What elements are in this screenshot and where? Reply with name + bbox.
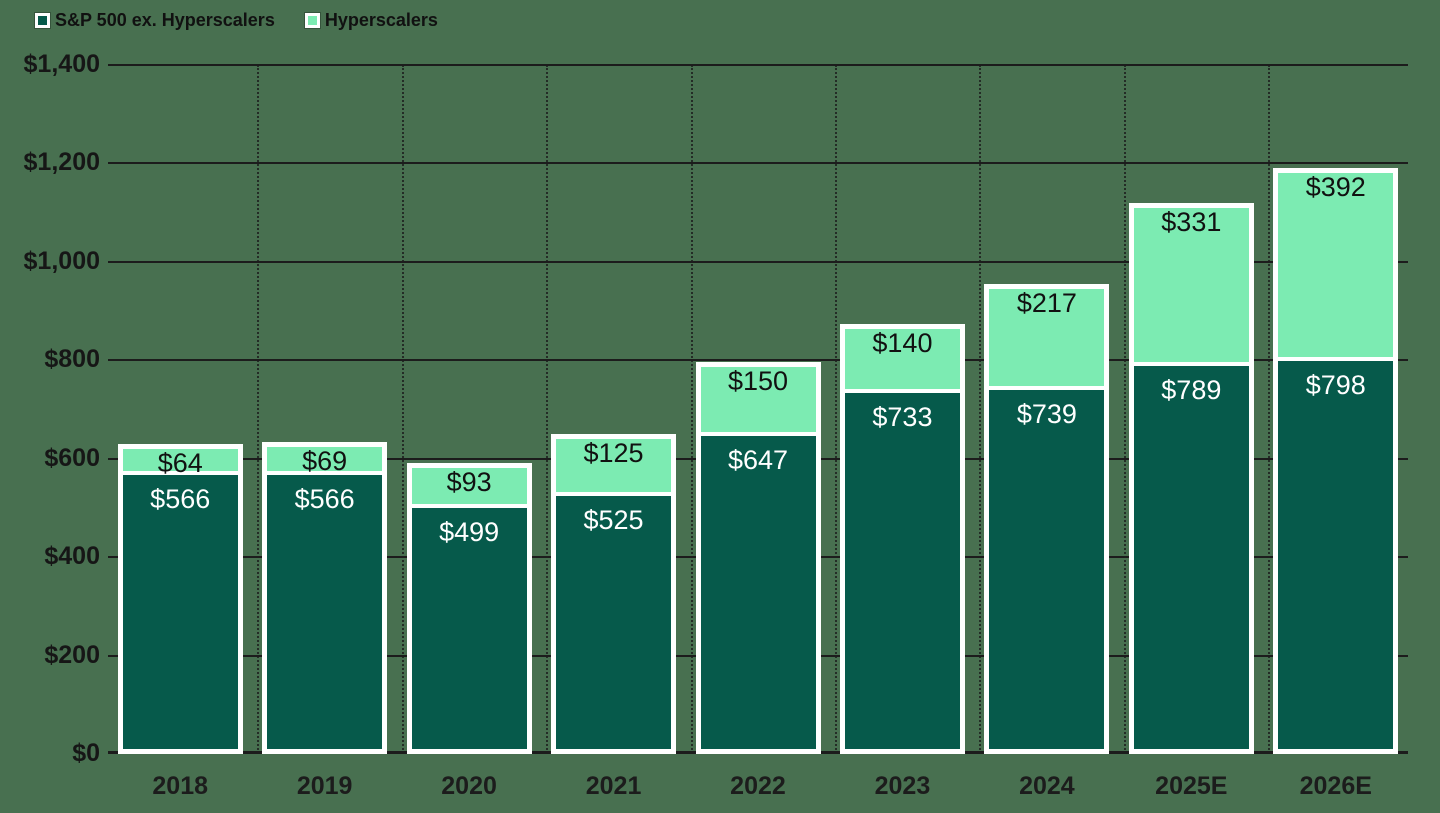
bar-value-label-sp500: $739 [1016,399,1077,430]
bar-value-label-hyperscalers: $150 [727,365,789,396]
x-axis-label-2026E: 2026E [1299,772,1372,800]
bar-segment-sp500: $525 [556,495,672,749]
bar-2020: $93 $499 [406,462,532,754]
legend-item-hyperscalers: Hyperscalers [304,10,438,31]
category-separator [1268,65,1271,754]
bar-2026E: $392 $798 [1273,168,1399,754]
gridline [108,359,1408,362]
x-axis-label-2024: 2024 [1019,772,1075,800]
legend-label-hyperscalers: Hyperscalers [324,10,438,30]
bar-2019: $69 $566 [262,441,388,754]
bar-2018: $64 $566 [117,443,243,754]
y-axis-label: $1,200 [23,148,100,177]
legend-item-sp500-ex-hyperscalers: S&P 500 ex. Hyperscalers [35,10,275,31]
bar-value-label-sp500: $566 [150,484,211,515]
bar-2022: $150 $647 [695,361,821,754]
bar-segment-sp500: $647 [700,435,816,749]
x-axis-label-2020: 2020 [441,772,497,800]
bar-2021: $125 $525 [551,434,677,754]
bar-segment-sp500: $733 [844,393,960,749]
gridline [108,260,1408,263]
bar-segment-sp500: $798 [1278,361,1394,749]
bar-value-label-sp500: $733 [872,402,933,433]
category-separator [690,65,693,754]
bar-value-label-hyperscalers: $69 [302,445,348,476]
bar-segment-sp500: $566 [267,475,383,749]
bar-segment-hyperscalers: $69 [267,445,383,476]
category-separator [979,65,982,754]
category-separator [401,65,404,754]
category-separator [1123,65,1126,754]
bar-value-label-sp500: $499 [439,517,500,548]
bar-value-label-sp500: $566 [294,484,355,515]
legend-swatch-sp500-icon [35,13,50,28]
bar-value-label-hyperscalers: $140 [872,328,933,359]
bar-value-label-sp500: $647 [727,444,789,475]
bar-value-label-hyperscalers: $64 [157,447,203,478]
category-separator [546,65,549,754]
legend-swatch-hyperscalers-icon [304,13,320,28]
y-axis-label: $1,000 [23,246,100,275]
bar-2025E: $331 $789 [1128,202,1254,754]
y-axis-label: $200 [44,640,100,669]
bar-segment-hyperscalers: $140 [844,328,960,394]
y-axis-label: $600 [44,443,100,472]
y-axis-label: $800 [44,345,100,374]
x-axis-label-2021: 2021 [585,772,642,800]
bar-value-label-hyperscalers: $125 [583,438,644,469]
y-axis-label: $1,400 [23,50,100,78]
bar-2023: $140 $733 [839,324,965,754]
bar-value-label-hyperscalers: $217 [1016,287,1077,318]
bar-value-label-hyperscalers: $331 [1161,206,1222,237]
bar-2024: $217 $739 [984,283,1110,754]
x-axis-label-2019: 2019 [296,772,353,800]
x-axis-label-2022: 2022 [730,772,786,800]
bar-segment-hyperscalers: $64 [122,447,238,478]
bar-segment-hyperscalers: $392 [1278,172,1394,362]
bar-value-label-hyperscalers: $392 [1305,172,1366,203]
bar-value-label-sp500: $798 [1305,370,1366,401]
bar-segment-hyperscalers: $93 [411,466,527,509]
bar-value-label-sp500: $525 [583,504,644,535]
x-axis-label-2025E: 2025E [1155,772,1228,800]
bar-value-label-sp500: $789 [1161,374,1222,405]
bar-segment-sp500: $499 [411,508,527,749]
x-axis-label-2018: 2018 [152,772,209,800]
category-separator [834,65,837,754]
legend: S&P 500 ex. Hyperscalers Hyperscalers [35,10,438,31]
gridline [108,64,1408,66]
y-axis-label: $0 [72,739,100,767]
y-axis-label: $400 [44,542,100,571]
plot-area: $0 $200 $400 $600 $800 $1,000 $1,200 $1,400 $64 $… [24,50,1408,800]
bar-segment-hyperscalers: $331 [1133,206,1249,366]
category-separator [257,65,260,754]
bar-segment-hyperscalers: $217 [989,287,1105,391]
legend-label-sp500: S&P 500 ex. Hyperscalers [55,10,275,30]
gridline [108,162,1408,165]
bar-segment-sp500: $739 [989,390,1105,749]
x-axis-label-2023: 2023 [874,772,931,800]
bar-value-label-hyperscalers: $93 [446,466,492,497]
bar-segment-sp500: $789 [1133,365,1249,749]
bar-segment-sp500: $566 [122,475,238,749]
bar-segment-hyperscalers: $125 [556,438,672,496]
bar-segment-hyperscalers: $150 [700,365,816,436]
